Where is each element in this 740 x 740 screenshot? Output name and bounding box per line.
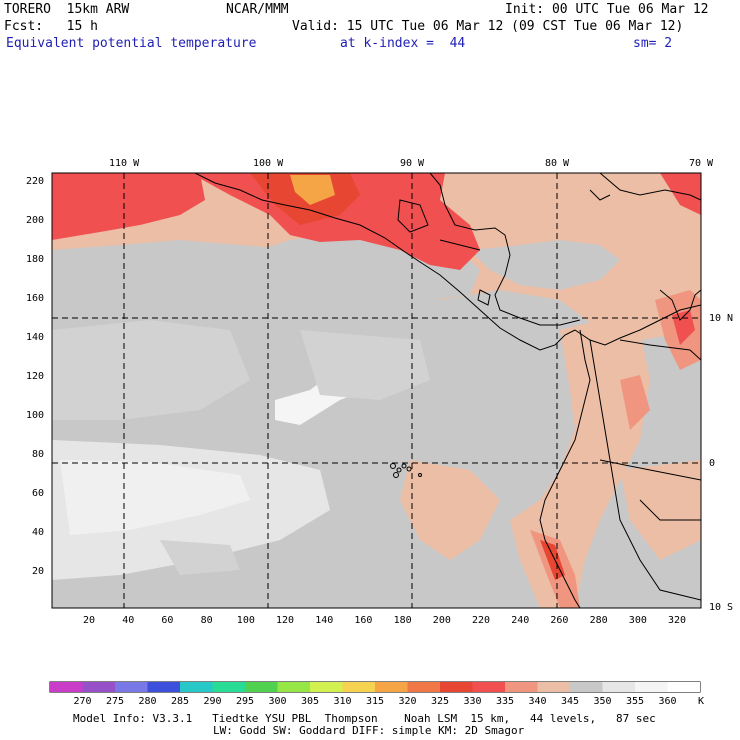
colorbar-level-label: 300	[268, 696, 287, 707]
colorbar-level-label: 315	[366, 696, 385, 707]
y-tick-label: 120	[26, 371, 45, 382]
colorbar-swatch	[570, 682, 603, 692]
x-tick-label: 180	[393, 615, 412, 626]
y-tick-label: 60	[32, 488, 45, 499]
level-info: at k-index = 44	[340, 36, 466, 51]
y-tick-label: 100	[26, 410, 45, 421]
colorbar-swatch	[667, 682, 700, 692]
colorbar-level-label: 320	[398, 696, 417, 707]
colorbar-level-label: 340	[528, 696, 547, 707]
init-time: Init: 00 UTC Tue 06 Mar 12	[505, 2, 709, 17]
y-tick-label: 220	[26, 176, 45, 187]
x-tick-label: 80	[200, 615, 213, 626]
x-tick-label: 240	[511, 615, 530, 626]
y-tick-label: 160	[26, 293, 45, 304]
y-tick-label: 140	[26, 332, 45, 343]
colorbar-swatch	[82, 682, 115, 692]
field-name: Equivalent potential temperature	[6, 36, 257, 51]
x-tick-label: 320	[668, 615, 687, 626]
lon-label-90w: 90 W	[400, 158, 425, 169]
center-name: NCAR/MMM	[226, 2, 289, 17]
y-tick-label: 80	[32, 449, 45, 460]
colorbar-swatch	[537, 682, 570, 692]
colorbar-swatch	[635, 682, 668, 692]
x-tick-label: 100	[236, 615, 255, 626]
colorbar-swatch	[310, 682, 343, 692]
colorbar-level-label: 295	[236, 696, 255, 707]
y-tick-label: 180	[26, 254, 45, 265]
colorbar-level-label: 325	[431, 696, 450, 707]
colorbar-level-label: 275	[106, 696, 125, 707]
colorbar-swatch	[407, 682, 440, 692]
colorbar-level-label: 355	[626, 696, 645, 707]
model-name: TORERO 15km ARW	[4, 2, 130, 17]
colorbar-level-label: 350	[593, 696, 612, 707]
x-tick-label: 40	[122, 615, 135, 626]
y-tick-label: 40	[32, 527, 45, 538]
shaded-field	[52, 173, 701, 608]
colorbar-swatch	[440, 682, 473, 692]
x-tick-label: 280	[589, 615, 608, 626]
lat-label-0: 0	[709, 458, 716, 469]
colorbar-swatch	[180, 682, 213, 692]
colorbar-unit: K	[698, 696, 705, 707]
colorbar-swatch	[115, 682, 148, 692]
lat-label-10s: 10 S	[709, 602, 734, 613]
map-frame	[51, 172, 702, 609]
colorbar-swatches	[50, 682, 700, 692]
colorbar-level-label: 285	[171, 696, 190, 707]
colorbar-level-label: 305	[301, 696, 320, 707]
colorbar-level-label: 310	[333, 696, 352, 707]
x-tick-label: 120	[276, 615, 295, 626]
x-tick-label: 200	[432, 615, 451, 626]
forecast-hour: Fcst: 15 h	[4, 19, 98, 34]
colorbar-level-label: 330	[463, 696, 482, 707]
x-tick-label: 60	[161, 615, 174, 626]
colorbar-swatch	[50, 682, 83, 692]
y-tick-label: 200	[26, 215, 45, 226]
colorbar-swatch	[375, 682, 408, 692]
colorbar-level-label: 335	[496, 696, 515, 707]
lon-label-70w: 70 W	[689, 158, 714, 169]
x-tick-label: 160	[354, 615, 373, 626]
graticule	[52, 173, 701, 608]
colorbar-swatch	[245, 682, 278, 692]
valid-time: Valid: 15 UTC Tue 06 Mar 12 (09 CST Tue …	[292, 19, 684, 34]
colorbar-level-label: 280	[138, 696, 157, 707]
model-info-line2: LW: Godd SW: Goddard DIFF: simple KM: 2D…	[213, 724, 525, 737]
colorbar-swatch	[147, 682, 180, 692]
lon-label-100w: 100 W	[253, 158, 284, 169]
y-tick-label: 20	[32, 566, 45, 577]
lon-label-80w: 80 W	[545, 158, 570, 169]
colorbar-level-label: 270	[73, 696, 92, 707]
colorbar-swatch	[212, 682, 245, 692]
lon-label-110w: 110 W	[109, 158, 140, 169]
colorbar-swatch	[602, 682, 635, 692]
x-tick-label: 20	[83, 615, 96, 626]
lat-label-10n: 10 N	[709, 313, 734, 324]
x-tick-label: 220	[472, 615, 491, 626]
colorbar-swatch	[342, 682, 375, 692]
colorbar-level-label: 345	[561, 696, 580, 707]
x-tick-label: 300	[628, 615, 647, 626]
colorbar-swatch	[472, 682, 505, 692]
model-info-line1: Model Info: V3.3.1 Tiedtke YSU PBL Thomp…	[73, 712, 656, 725]
x-tick-label: 140	[315, 615, 334, 626]
colorbar-swatch	[277, 682, 310, 692]
x-tick-label: 260	[550, 615, 569, 626]
colorbar-swatch	[505, 682, 538, 692]
colorbar-level-label: 360	[658, 696, 677, 707]
smoothing-info: sm= 2	[633, 36, 673, 51]
colorbar-level-label: 290	[203, 696, 222, 707]
